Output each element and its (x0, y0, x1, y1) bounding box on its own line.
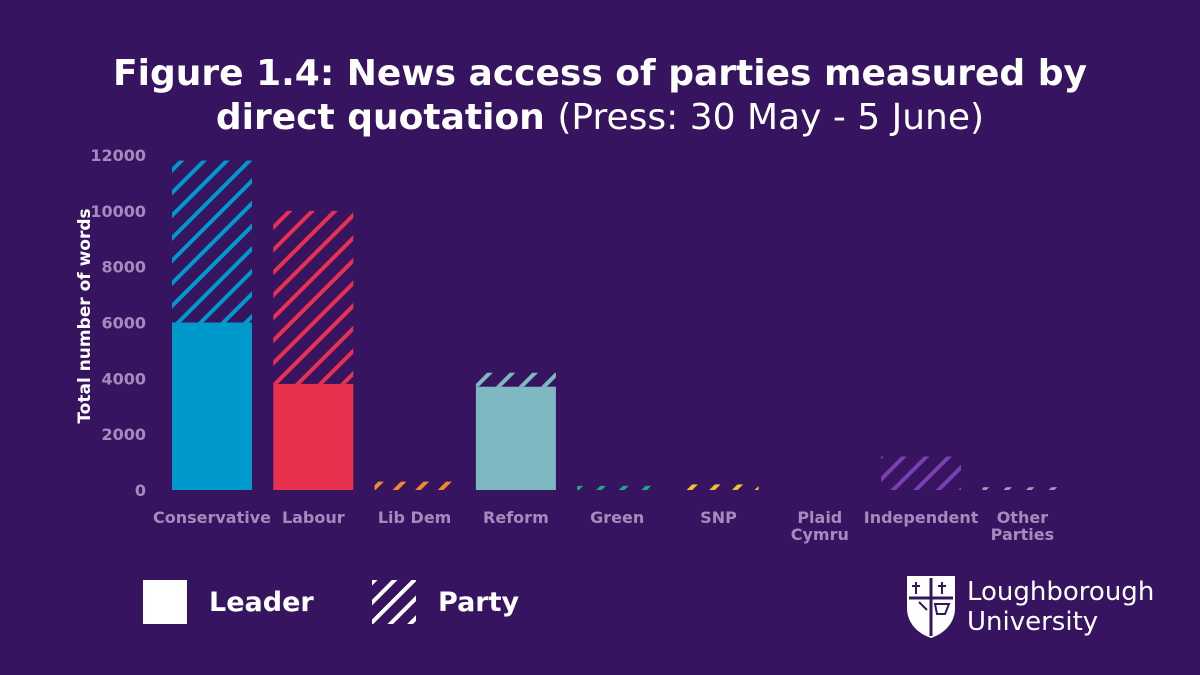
title-line-1: Figure 1.4: News access of parties measu… (113, 53, 1087, 94)
y-axis-label: Total number of words (75, 208, 95, 423)
bar-leader (273, 383, 354, 490)
bar-party (982, 487, 1063, 490)
bar-party (172, 160, 252, 323)
legend-party-swatch (372, 580, 416, 624)
bar-party (374, 481, 455, 490)
bar-party (678, 484, 759, 490)
legend-leader-swatch (143, 580, 187, 624)
title-subtitle: (Press: 30 May - 5 June) (557, 97, 985, 138)
university-shield-icon (907, 576, 955, 638)
y-tick-label: 2000 (101, 425, 146, 444)
x-tick-label: Reform (483, 508, 549, 527)
x-tick-label: Conservative (153, 508, 271, 527)
title-main-part-2: direct quotation (215, 97, 545, 138)
bar-leader (475, 386, 556, 490)
y-tick-label: 4000 (101, 369, 146, 388)
x-tick-label: Parties (991, 525, 1055, 544)
legend-party: Party (372, 580, 519, 624)
loughborough-logo: Loughborough University (905, 574, 1154, 640)
bar-chart: Total number of words 0 2000 4000 6000 8000 1… (75, 146, 1063, 544)
bar-party (273, 210, 354, 384)
title-line-2: direct quotation (Press: 30 May - 5 June… (0, 96, 1200, 140)
bar-party (881, 456, 962, 490)
x-tick-label: Green (590, 508, 644, 527)
y-tick-label: 6000 (101, 314, 146, 333)
legend-leader-label: Leader (209, 586, 314, 618)
x-tick-label: Lib Dem (378, 508, 452, 527)
x-tick-label: Other (997, 508, 1048, 527)
logo-line-2: University (967, 607, 1099, 637)
bar-party (475, 372, 556, 387)
y-tick-label: 8000 (101, 258, 146, 277)
logo-line-1: Loughborough (967, 577, 1155, 607)
chart-title: Figure 1.4: News access of parties measu… (0, 52, 1200, 140)
x-tick-label: SNP (700, 508, 737, 527)
x-tick-label: Plaid (797, 508, 842, 527)
legend-leader: Leader (143, 580, 314, 624)
x-tick-label: Cymru (791, 525, 849, 544)
x-tick-label: Labour (282, 508, 345, 527)
bar-party (577, 485, 658, 490)
y-tick-label: 10000 (90, 202, 146, 221)
legend-party-label: Party (438, 586, 520, 618)
x-tick-label: Independent (864, 508, 979, 527)
bar-leader (172, 322, 252, 490)
y-tick-label: 12000 (90, 146, 146, 165)
y-tick-label: 0 (135, 481, 146, 500)
